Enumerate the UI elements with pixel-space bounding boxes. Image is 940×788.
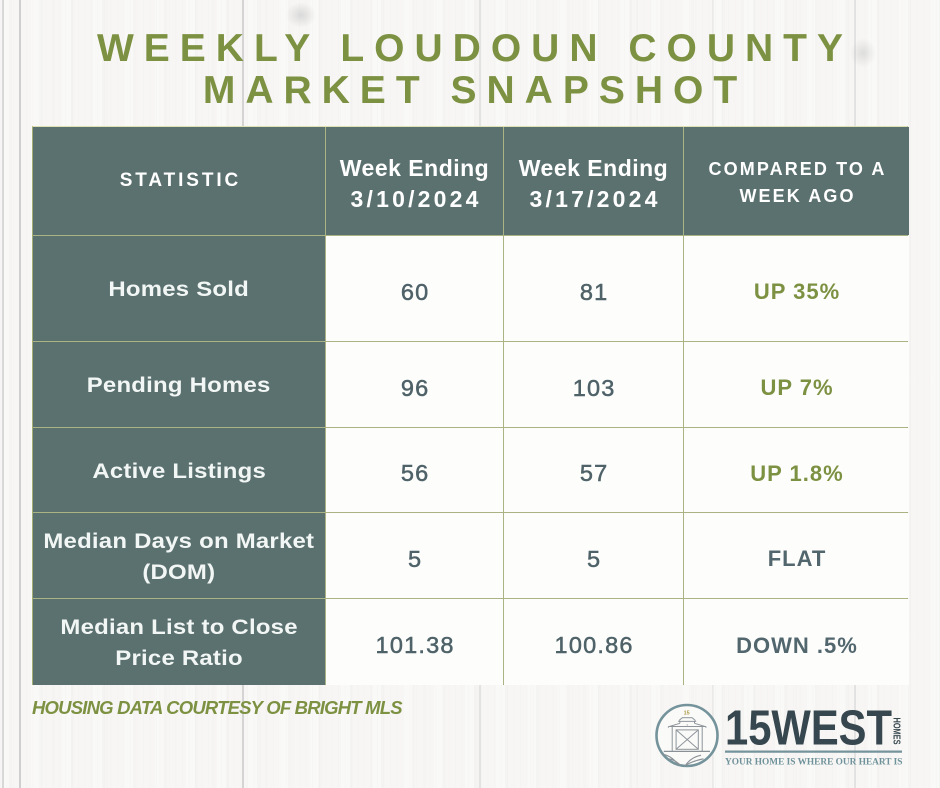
svg-text:HOMES: HOMES	[891, 718, 902, 745]
svg-text:YOUR HOME IS WHERE OUR HEART I: YOUR HOME IS WHERE OUR HEART IS	[725, 757, 903, 768]
svg-text:15WEST: 15WEST	[725, 701, 892, 756]
svg-text:15: 15	[684, 710, 690, 716]
